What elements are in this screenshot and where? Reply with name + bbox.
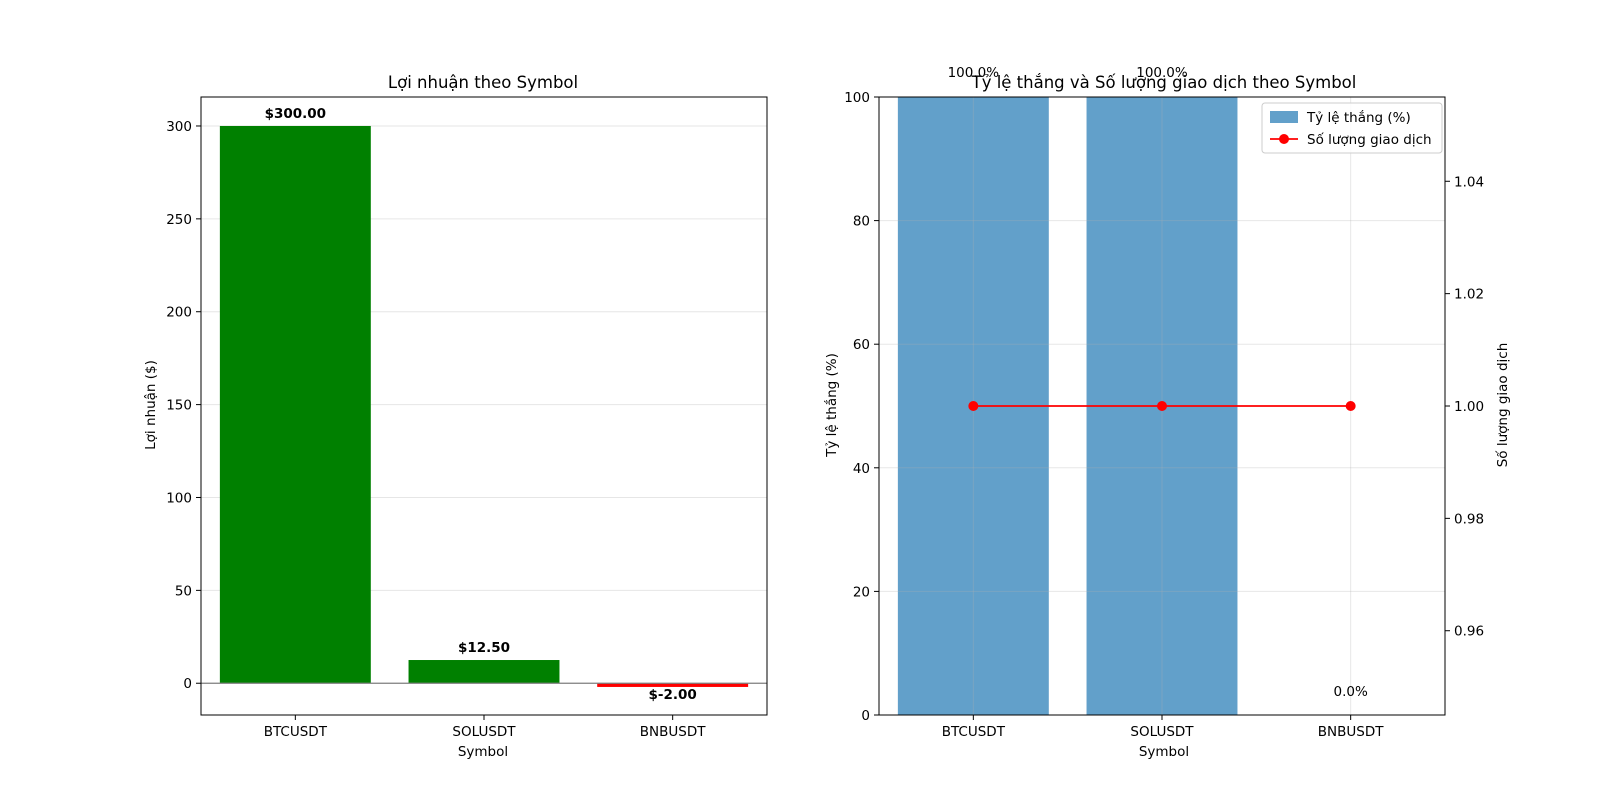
x-tick-label: BNBUSDT <box>1318 724 1384 740</box>
profit-chart-title: Lợi nhuận theo Symbol <box>388 73 578 92</box>
winrate-x-ticks: BTCUSDT SOLUSDT BNBUSDT <box>942 715 1384 740</box>
y2-tick-label: 0.98 <box>1454 511 1484 527</box>
winrate-y-ticks: 0 20 40 60 80 100 <box>844 90 879 724</box>
legend-trade-count-label: Số lượng giao dịch <box>1307 131 1432 148</box>
profit-y-ticks: 0 50 100 150 200 250 300 <box>166 119 201 692</box>
profit-data-label: $12.50 <box>458 640 510 656</box>
legend-winrate-label: Tỷ lệ thắng (%) <box>1306 109 1411 126</box>
profit-bar <box>597 683 749 687</box>
profit-y-axis-label: Lợi nhuận ($) <box>143 360 159 450</box>
profit-data-label: $-2.00 <box>649 687 697 703</box>
x-tick-label: BTCUSDT <box>942 724 1006 740</box>
winrate-data-labels: 100.0% 100.0% 0.0% <box>948 65 1368 700</box>
trade-count-y-ticks: 0.96 0.98 1.00 1.02 1.04 <box>1445 174 1484 640</box>
trade-count-points <box>968 401 1356 411</box>
legend-box <box>1261 102 1443 154</box>
winrate-data-label: 100.0% <box>1136 65 1188 81</box>
profit-bar <box>408 660 560 684</box>
trade-count-point <box>968 401 979 411</box>
winrate-data-label: 100.0% <box>948 65 1000 81</box>
legend-trade-count-marker <box>1279 134 1289 144</box>
x-tick-label: SOLUSDT <box>452 724 516 740</box>
x-tick-label: SOLUSDT <box>1130 724 1194 740</box>
trade-count-y-axis-label: Số lượng giao dịch <box>1494 343 1511 468</box>
x-tick-label: BTCUSDT <box>264 724 328 740</box>
y-tick-label: 0 <box>861 708 870 724</box>
y2-tick-label: 1.04 <box>1454 174 1484 190</box>
profit-bars <box>219 125 749 687</box>
legend-winrate-swatch <box>1270 111 1298 123</box>
profit-bar <box>219 125 371 684</box>
profit-data-labels: $300.00 $12.50 $-2.00 <box>265 106 697 703</box>
profit-data-label: $300.00 <box>265 106 327 122</box>
y2-tick-label: 1.02 <box>1454 287 1484 303</box>
profit-chart: 0 50 100 150 200 250 300 BTCUSDT SOLUSDT BNBUSDT… <box>143 73 768 760</box>
y-tick-label: 80 <box>853 214 870 230</box>
winrate-y-axis-label: Tỷ lệ thắng (%) <box>823 353 840 458</box>
y-tick-label: 300 <box>166 119 192 135</box>
winrate-data-label: 0.0% <box>1334 684 1368 700</box>
trade-count-point <box>1157 401 1167 411</box>
y-tick-label: 100 <box>166 490 192 506</box>
y-tick-label: 200 <box>166 305 192 321</box>
y-tick-label: 100 <box>844 90 870 106</box>
profit-x-axis-label: Symbol <box>458 744 508 760</box>
y-tick-label: 150 <box>166 398 192 414</box>
winrate-chart: 0 20 40 60 80 100 0.96 0.98 1.00 1.02 1.04 BTCUSD… <box>823 65 1511 760</box>
y-tick-label: 20 <box>853 584 870 600</box>
profit-x-ticks: BTCUSDT SOLUSDT BNBUSDT <box>264 715 706 740</box>
y2-tick-label: 0.96 <box>1454 624 1484 640</box>
legend: Tỷ lệ thắng (%) Số lượng giao dịch <box>1261 102 1443 154</box>
y-tick-label: 50 <box>175 583 192 599</box>
winrate-x-axis-label: Symbol <box>1139 744 1189 760</box>
y-tick-label: 60 <box>853 337 870 353</box>
y-tick-label: 0 <box>183 676 192 692</box>
y-tick-label: 40 <box>853 461 870 477</box>
winrate-chart-title: Tỷ lệ thắng và Số lượng giao dịch theo S… <box>971 73 1357 92</box>
x-tick-label: BNBUSDT <box>640 724 706 740</box>
y2-tick-label: 1.00 <box>1454 399 1484 415</box>
trade-count-point <box>1345 401 1356 411</box>
y-tick-label: 250 <box>166 212 192 228</box>
